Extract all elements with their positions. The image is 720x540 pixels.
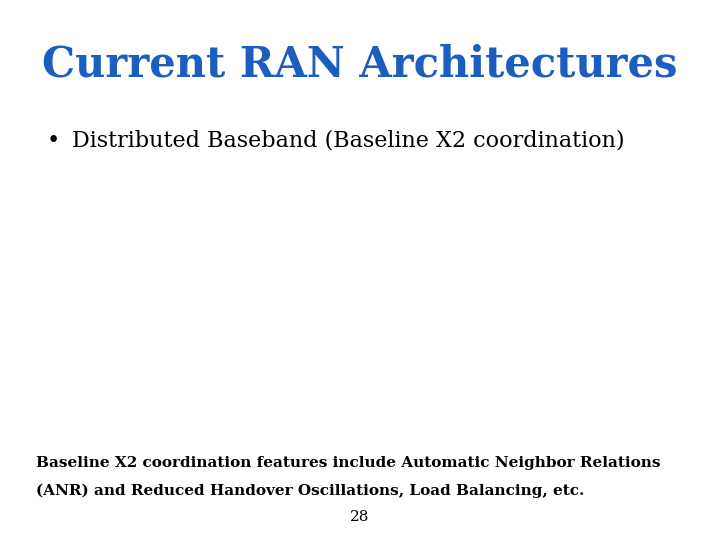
Text: Current RAN Architectures: Current RAN Architectures	[42, 43, 678, 85]
Text: Baseline X2 coordination features include Automatic Neighbor Relations: Baseline X2 coordination features includ…	[36, 456, 660, 470]
Text: •: •	[47, 130, 60, 152]
Text: 28: 28	[351, 510, 369, 524]
Text: Distributed Baseband (Baseline X2 coordination): Distributed Baseband (Baseline X2 coordi…	[72, 130, 625, 152]
Text: (ANR) and Reduced Handover Oscillations, Load Balancing, etc.: (ANR) and Reduced Handover Oscillations,…	[36, 483, 585, 498]
